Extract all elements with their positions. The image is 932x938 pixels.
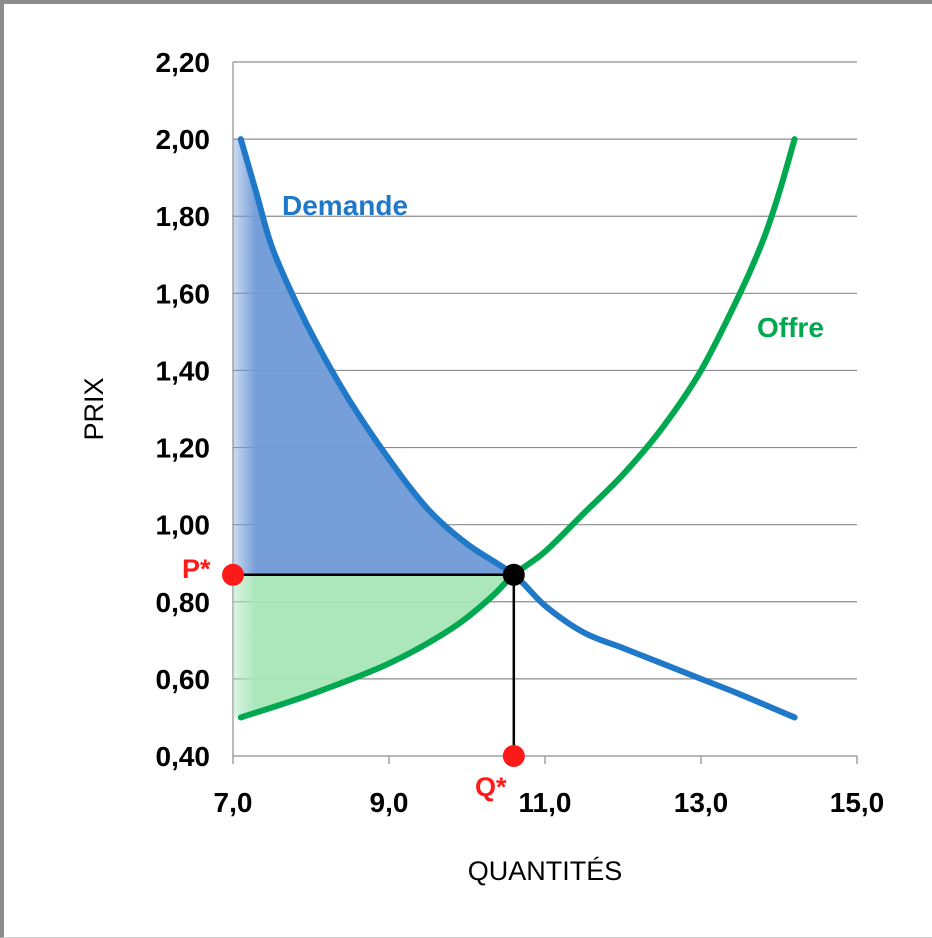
equilibrium-markers <box>222 563 525 767</box>
consumer-surplus-area <box>233 139 514 575</box>
y-tick-label: 2,20 <box>156 47 211 78</box>
y-tick-label: 1,60 <box>156 278 211 309</box>
supply-curve <box>237 136 798 721</box>
p-star-marker <box>222 563 244 586</box>
p-star-label: P* <box>182 554 211 584</box>
y-tick-label: 2,00 <box>156 124 211 155</box>
y-tick-label: 0,60 <box>156 664 211 695</box>
y-tick-label: 0,80 <box>156 587 211 618</box>
supply-label: Offre <box>757 312 824 343</box>
surplus-areas <box>233 139 514 718</box>
x-tick-label: 11,0 <box>519 787 572 818</box>
y-tick-label: 0,40 <box>156 741 211 772</box>
x-axis-title: QUANTITÉS <box>468 856 623 886</box>
demand-label: Demande <box>282 190 408 221</box>
chart-text: 0,40 0,60 0,80 1,00 1,20 1,40 1,60 1,80 2,00 2,20… <box>79 47 884 886</box>
y-tick-label: 1,20 <box>156 433 211 464</box>
y-tick-label: 1,80 <box>156 201 211 232</box>
x-tick-label: 15,0 <box>830 787 885 818</box>
series-lines <box>237 136 798 721</box>
y-axis-title: PRIX <box>79 377 109 440</box>
x-tick-label: 9,0 <box>370 787 409 818</box>
y-tick-label: 1,00 <box>156 510 211 541</box>
y-tick-label: 1,40 <box>156 355 211 386</box>
q-star-label: Q* <box>475 772 507 802</box>
equilibrium-point <box>502 563 525 586</box>
x-tick-label: 7,0 <box>214 787 253 818</box>
q-star-marker <box>502 745 525 767</box>
equilibrium-guides <box>233 573 516 756</box>
producer-surplus-area <box>233 574 514 718</box>
x-tick-label: 13,0 <box>674 787 729 818</box>
demand-curve <box>237 136 798 721</box>
